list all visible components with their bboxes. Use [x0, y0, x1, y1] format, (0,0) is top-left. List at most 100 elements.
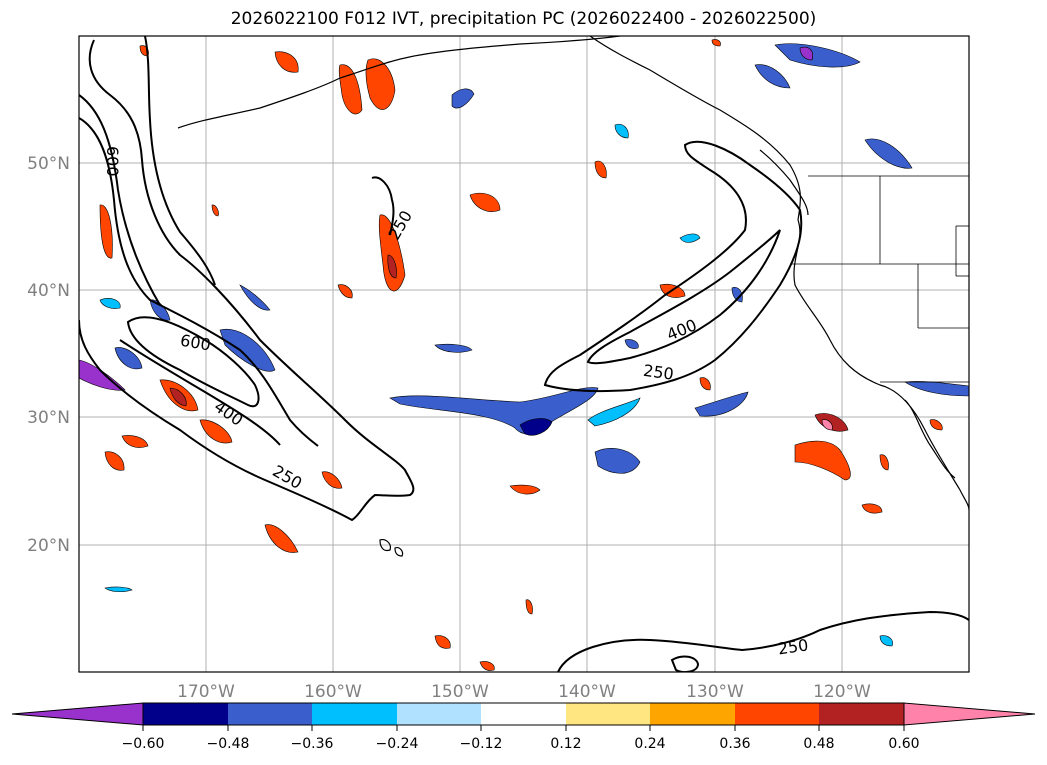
colorbar-extend-high	[903, 702, 1036, 726]
contour-label: 600	[103, 146, 122, 177]
colorbar-tick-label: 0.48	[803, 736, 834, 752]
precip-blob	[99, 298, 121, 309]
precip-blob	[679, 233, 701, 243]
precip-blob	[509, 484, 541, 495]
precip-blob	[879, 635, 893, 647]
precip-blob	[338, 64, 363, 115]
precip-blob	[469, 192, 501, 212]
bc-islands-coast	[759, 149, 809, 216]
colorbar-segment	[228, 703, 312, 725]
lat-label-20n: 20°N	[27, 536, 70, 556]
precip-blob	[169, 387, 187, 407]
precip-blob	[861, 503, 883, 514]
precip-blob	[587, 397, 641, 427]
ivt-contour-250-south	[557, 610, 969, 672]
colorbar-segment	[481, 703, 566, 725]
colorbar-frame	[142, 702, 905, 726]
precip-blob	[239, 284, 271, 311]
colorbar: −0.60 −0.48 −0.36 −0.24 −0.12 0.12 0.24 …	[11, 702, 1036, 752]
hawaii-island	[379, 539, 391, 552]
coastlines	[177, 36, 969, 557]
colorbar-tick-label: −0.12	[460, 736, 503, 752]
precip-blob	[451, 88, 475, 109]
precip-blob	[104, 586, 133, 593]
precip-blob	[814, 413, 849, 432]
precip-blob	[879, 454, 889, 471]
colorbar-segment	[143, 703, 228, 725]
ivt-contour-600-south	[126, 316, 260, 408]
contour-label: 250	[642, 361, 675, 384]
ivt-contour-250-arc	[144, 36, 216, 286]
precip-blob	[264, 524, 299, 553]
ivt-contour-400-inner	[119, 339, 281, 446]
precip-blob	[434, 343, 473, 353]
colorbar-tick-label: −0.36	[291, 736, 334, 752]
colorbar-tick-label: 0.60	[888, 736, 919, 752]
lon-label-150w: 150°W	[431, 682, 489, 702]
colorbar-tick-label: −0.24	[376, 736, 419, 752]
colorbar-tick-label: 0.36	[719, 736, 750, 752]
lon-label-130w: 130°W	[686, 682, 744, 702]
precip-blob	[614, 123, 629, 139]
precip-blob	[378, 214, 406, 292]
precip-blob	[199, 419, 233, 444]
precip-blob	[864, 138, 913, 169]
colorbar-segment	[650, 703, 735, 725]
colorbar-tick-label: −0.60	[122, 736, 165, 752]
precip-blob	[434, 635, 451, 649]
precip-blob	[821, 419, 833, 431]
longitude-labels: 170°W 160°W 150°W 140°W 130°W 120°W	[177, 682, 871, 702]
political-borders	[790, 175, 969, 383]
precip-blob	[104, 451, 125, 471]
map-area: 600 250 600 400 250 400 250 250	[79, 36, 969, 672]
precip-blob	[274, 51, 299, 73]
precip-blob	[99, 204, 113, 259]
map-frame	[78, 35, 970, 673]
colorbar-segment	[735, 703, 819, 725]
colorbar-tick-label: 0.12	[550, 736, 581, 752]
colorbar-segment	[819, 703, 904, 725]
colorbar-segment	[566, 703, 650, 725]
colorbar-tick-label: −0.48	[207, 736, 250, 752]
precip-blob	[774, 43, 861, 68]
precip-blob	[321, 471, 343, 489]
precip-blob	[519, 418, 553, 436]
precip-negative-areas	[79, 43, 969, 647]
baja-coast	[904, 399, 956, 479]
precip-blob	[337, 284, 353, 299]
precip-blob	[479, 661, 495, 671]
colorbar-segment	[312, 703, 397, 725]
precip-blob	[114, 347, 143, 370]
ivt-contour-400-east	[586, 229, 781, 365]
precip-blob	[624, 339, 639, 349]
colorbar-extend-low	[11, 702, 144, 726]
precip-blob	[754, 64, 791, 89]
precip-blob	[699, 377, 711, 391]
lon-label-140w: 140°W	[558, 682, 616, 702]
lon-label-170w: 170°W	[177, 682, 235, 702]
precip-blob	[731, 287, 743, 303]
ivt-contour-250-west	[79, 39, 415, 522]
precip-blob	[929, 419, 943, 431]
latitude-labels: 50°N 40°N 30°N 20°N	[27, 154, 70, 556]
precip-blob	[387, 254, 397, 279]
lat-label-30n: 30°N	[27, 408, 70, 428]
alaska-gulf-coast	[589, 36, 801, 221]
colorbar-tick-label: 0.24	[634, 736, 665, 752]
precip-blob	[121, 435, 149, 448]
precip-blob	[594, 448, 641, 474]
ivt-contour-600-west	[79, 94, 161, 306]
precip-blob	[694, 391, 749, 417]
colorbar-ticks	[142, 725, 905, 731]
lon-label-120w: 120°W	[813, 682, 871, 702]
precip-blob	[525, 599, 533, 615]
precip-blob	[211, 204, 219, 217]
map-title: 2026022100 F012 IVT, precipitation PC (2…	[230, 9, 817, 29]
lat-label-40n: 40°N	[27, 281, 70, 301]
ivt-contour-250-cape	[371, 176, 395, 236]
lat-label-50n: 50°N	[27, 154, 70, 174]
ivt-contour-400-west	[79, 117, 319, 447]
precip-blob	[594, 160, 607, 179]
hawaii-island	[394, 547, 404, 557]
